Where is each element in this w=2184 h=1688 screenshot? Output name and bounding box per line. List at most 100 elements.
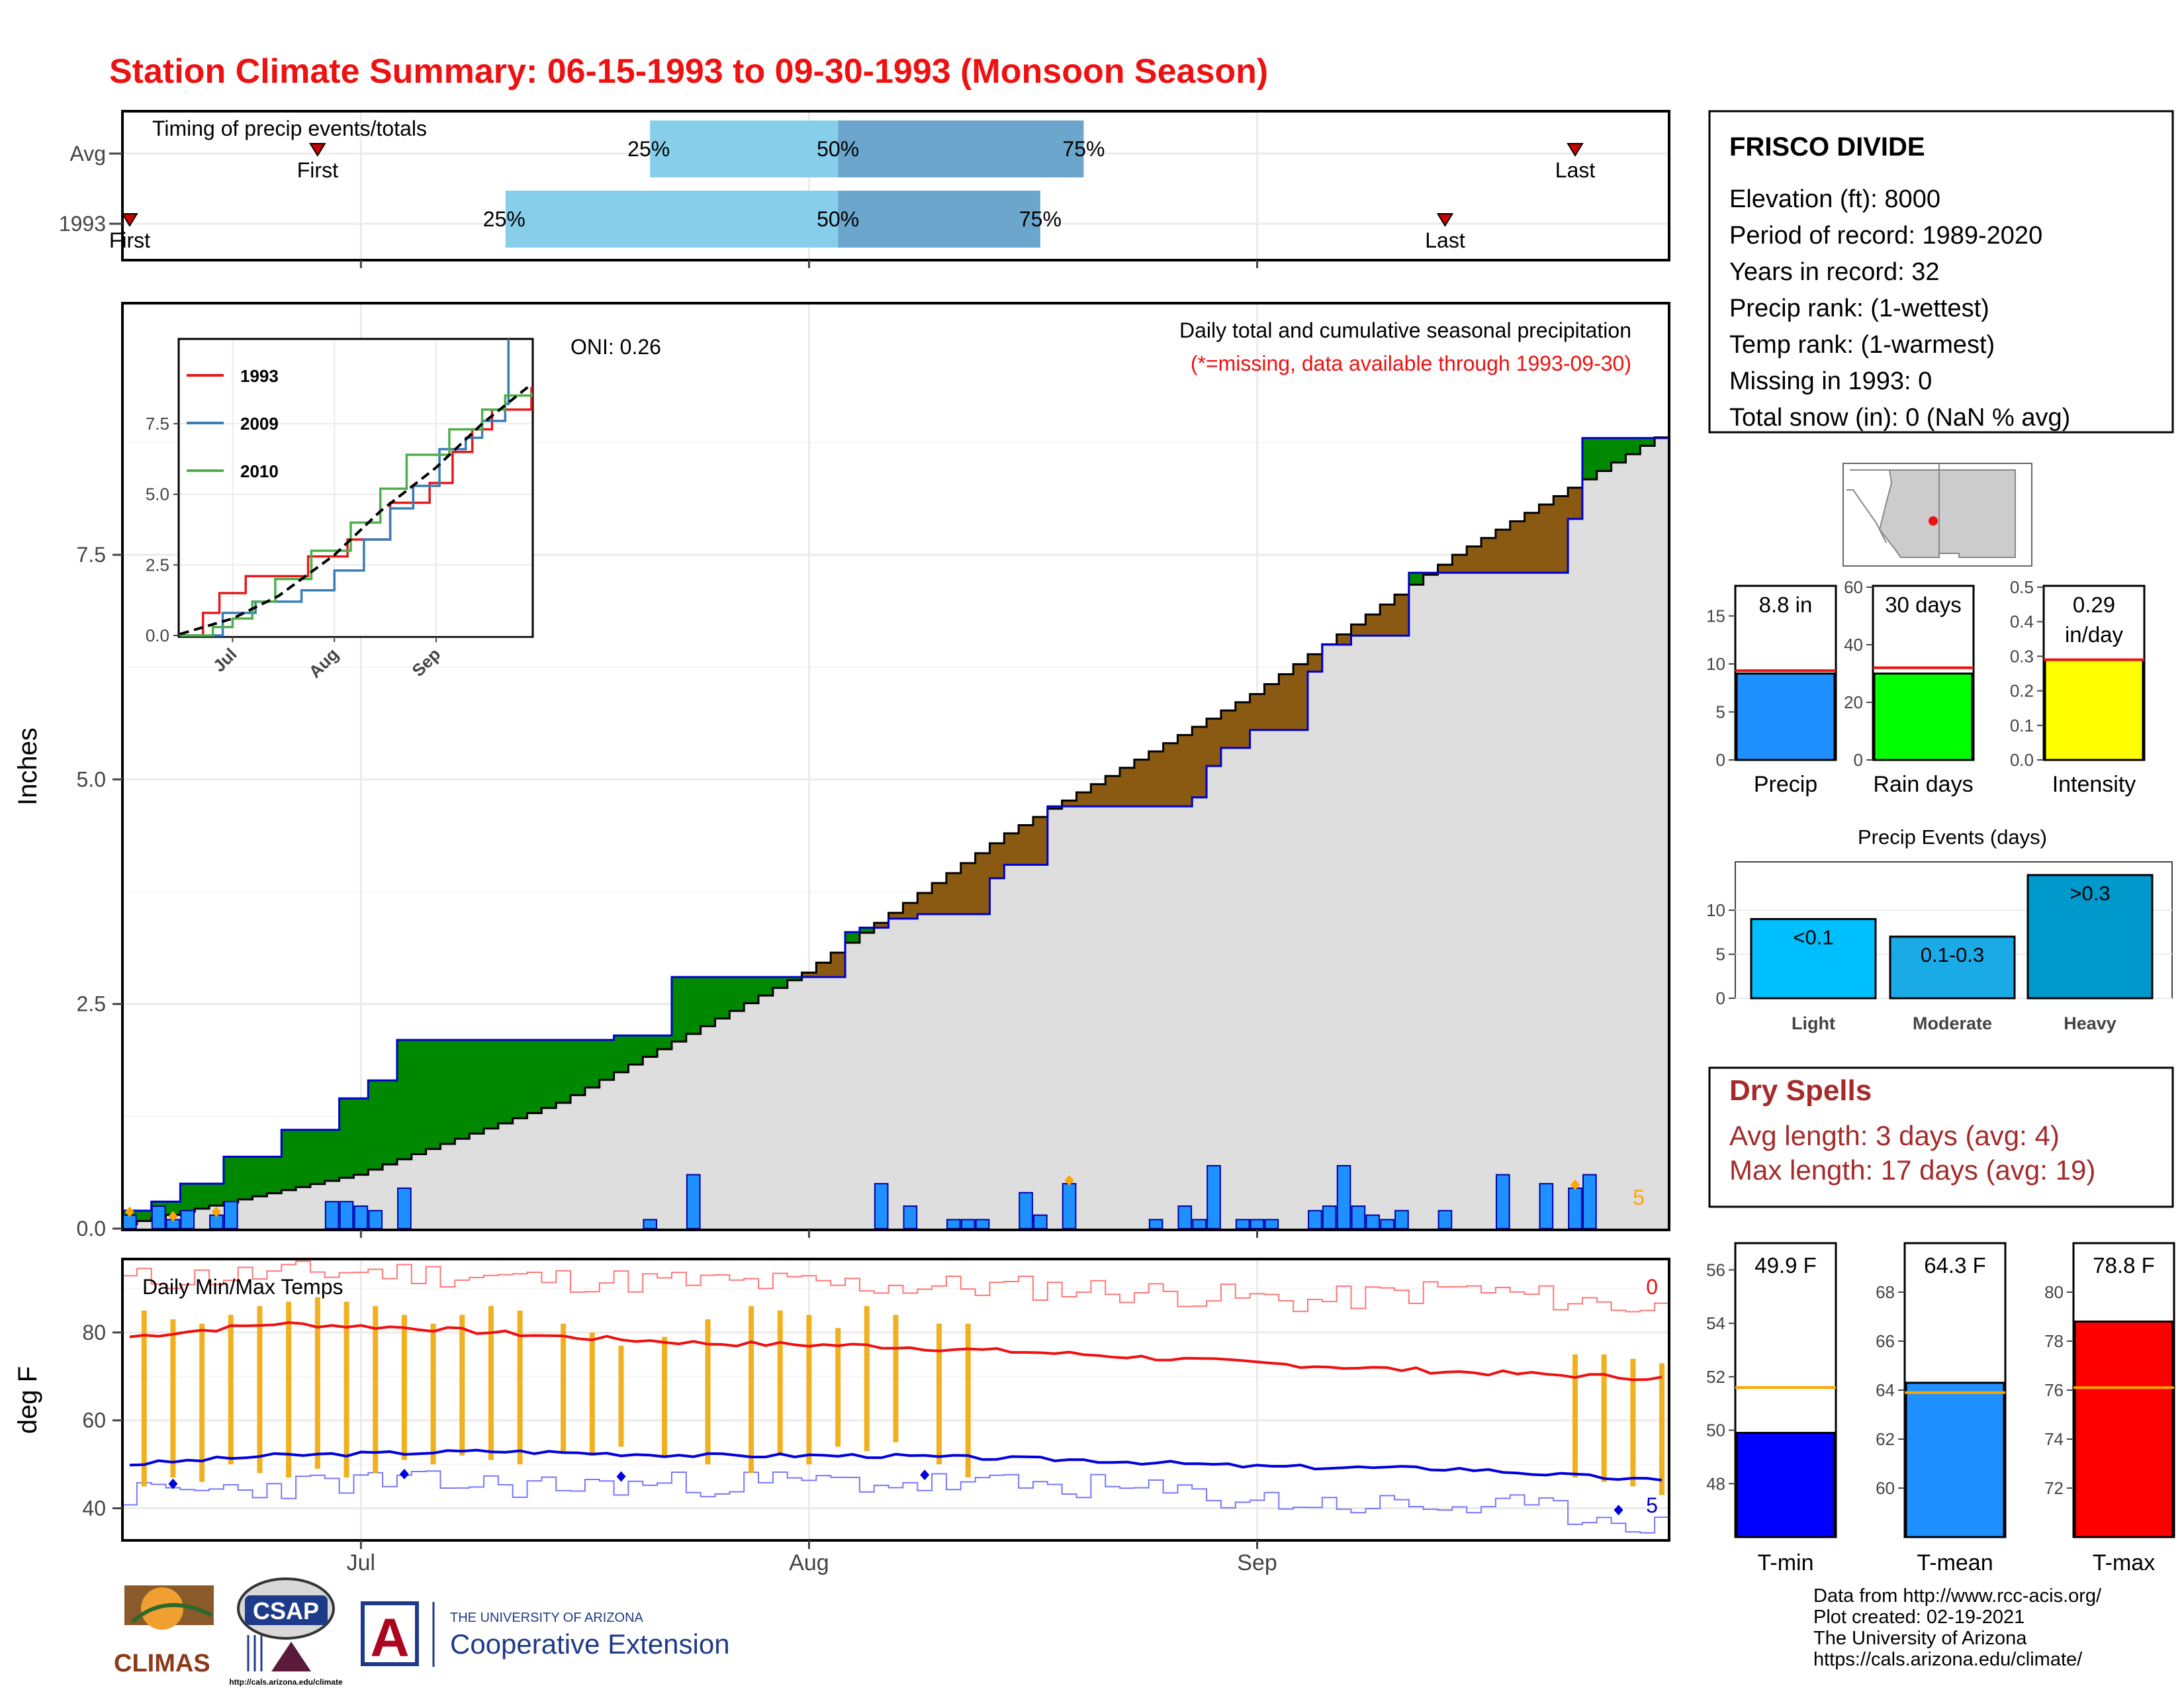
avg-max-line xyxy=(129,1321,1662,1382)
summary-bar-Rain days xyxy=(1873,673,1974,761)
above-avg-fill xyxy=(180,1184,195,1212)
temp-summary-ytick-label: 76 xyxy=(2044,1380,2064,1400)
events-ytick-label: 5 xyxy=(1716,945,1725,964)
daily-precip-bar xyxy=(946,1219,961,1230)
below-avg-fill xyxy=(1235,702,1251,748)
station-years: Years in record: 32 xyxy=(1729,258,1940,286)
footer: Data from http://www.rcc-acis.org/ Plot … xyxy=(1813,1585,2102,1670)
above-avg-fill xyxy=(396,1040,412,1160)
above-avg-fill xyxy=(1625,438,1641,455)
below-avg-fill xyxy=(932,882,947,914)
above-avg-fill xyxy=(599,1040,615,1080)
temp-summary-value: 64.3 F xyxy=(1924,1253,1986,1278)
daily-precip-bar xyxy=(1206,1165,1221,1229)
daily-precip-bar xyxy=(1394,1209,1409,1230)
above-avg-fill xyxy=(1596,438,1612,471)
summary-ytick-label: 10 xyxy=(1706,654,1725,674)
events-bar-text: >0.3 xyxy=(2070,882,2110,905)
daily-precip-bar xyxy=(1308,1209,1322,1230)
above-avg-fill xyxy=(1047,806,1063,809)
summary-bar-Intensity xyxy=(2044,659,2144,761)
flag-diamond xyxy=(211,1206,221,1217)
csap-wordmark: CSAP xyxy=(253,1597,319,1624)
temps-ytick-label: 80 xyxy=(82,1321,106,1344)
above-avg-fill xyxy=(411,1040,427,1154)
ua-top-text: THE UNIVERSITY OF ARIZONA xyxy=(450,1611,644,1625)
above-avg-fill xyxy=(498,1040,514,1124)
summary-ytick-label: 15 xyxy=(1706,606,1725,626)
precip-y-axis: 0.0 2.5 5.0 7.5 xyxy=(77,543,1259,1241)
temp-summary-ytick-label: 66 xyxy=(1876,1331,1895,1351)
daily-precip-bar xyxy=(1495,1174,1510,1229)
above-avg-fill xyxy=(614,1035,629,1072)
precip-header: Daily total and cumulative seasonal prec… xyxy=(1179,318,1631,342)
timing-marker-last xyxy=(1436,213,1454,227)
daily-precip-bar xyxy=(1235,1219,1250,1230)
temp-summary-ytick-label: 64 xyxy=(1876,1380,1895,1400)
above-avg-fill xyxy=(686,977,702,1034)
below-avg-fill xyxy=(816,962,831,977)
climas-logo: CLIMAS xyxy=(114,1585,214,1677)
daily-precip-bar xyxy=(1336,1165,1351,1229)
below-avg-fill xyxy=(1394,594,1410,636)
precip-ytick-label: 5.0 xyxy=(77,767,106,791)
temp-summary-ytick-label: 72 xyxy=(2044,1478,2064,1498)
summary-ytick-label: 40 xyxy=(1844,635,1863,655)
summary-label: Intensity xyxy=(2052,772,2136,797)
legend-label-1993: 1993 xyxy=(240,366,279,386)
daily-precip-bar xyxy=(1033,1214,1048,1229)
daily-precip-bar xyxy=(975,1219,990,1230)
climas-sun xyxy=(141,1587,183,1630)
events-title: Precip Events (days) xyxy=(1858,825,2047,849)
below-avg-fill xyxy=(917,893,933,914)
daily-precip-bar xyxy=(353,1205,369,1229)
temps-count-max: 0 xyxy=(1646,1275,1658,1299)
daily-precip-bar xyxy=(1250,1219,1265,1230)
below-avg-fill xyxy=(960,863,976,914)
obs-cumulative-line xyxy=(122,437,1669,1212)
above-avg-fill xyxy=(1640,438,1655,446)
below-avg-fill xyxy=(1148,751,1164,807)
daily-precip-bar xyxy=(1380,1219,1394,1230)
timing-pct-50: 50% xyxy=(817,207,859,231)
daily-precip-bar xyxy=(1437,1209,1453,1230)
station-frame xyxy=(1708,110,2174,434)
above-avg-fill xyxy=(209,1184,224,1206)
temp-summary-ytick-label: 68 xyxy=(1876,1282,1895,1302)
avg-min-line xyxy=(129,1448,1662,1482)
temp-summary-bar-T-min xyxy=(1735,1432,1836,1538)
below-avg-fill xyxy=(1307,654,1323,672)
events-bar-label: Heavy xyxy=(2064,1013,2116,1033)
inset-lines xyxy=(179,339,533,637)
summary-value: 8.8 in xyxy=(1759,592,1813,617)
footer-line-2: Plot created: 02-19-2021 xyxy=(1813,1607,2025,1628)
above-avg-fill xyxy=(353,1098,369,1175)
map-state-new-mexico xyxy=(1938,469,2016,558)
ua-a-frame xyxy=(361,1601,419,1666)
precip-subheader: (*=missing, data available through 1993-… xyxy=(1191,352,1631,375)
temps-frame xyxy=(121,1258,1670,1542)
below-avg-fill xyxy=(1019,825,1034,865)
summary-ytick-label: 5 xyxy=(1716,702,1725,722)
timing-marker-first-label: First xyxy=(297,158,338,182)
above-avg-fill xyxy=(383,1080,398,1165)
events-bar-text: <0.1 xyxy=(1793,925,1833,949)
below-avg-fill xyxy=(1250,694,1265,730)
above-avg-fill xyxy=(643,1035,658,1057)
above-avg-fill xyxy=(1408,573,1424,585)
temp-summary-ytick-label: 48 xyxy=(1706,1474,1725,1493)
above-avg-fill xyxy=(296,1129,311,1188)
above-avg-fill xyxy=(281,1129,296,1190)
daily-precip-bar xyxy=(1148,1219,1163,1230)
below-avg-fill xyxy=(1105,776,1120,807)
date-xtick-label: Aug xyxy=(789,1550,829,1575)
timing-row-avg: Avg xyxy=(69,142,106,165)
record-min-line xyxy=(122,1470,1669,1534)
above-avg-fill xyxy=(440,1040,455,1145)
below-avg-fill xyxy=(1336,634,1352,645)
timing-marker-last-label: Last xyxy=(1425,228,1465,252)
footer-line-4: https://cals.arizona.edu/climate/ xyxy=(1813,1649,2083,1670)
events-chart: 0 5 10 <0.1 Light 0.1-0.3 Moderate >0.3 Heavy xyxy=(1706,861,2173,1033)
record-low-marker xyxy=(399,1468,409,1479)
below-avg-fill xyxy=(1481,538,1496,573)
